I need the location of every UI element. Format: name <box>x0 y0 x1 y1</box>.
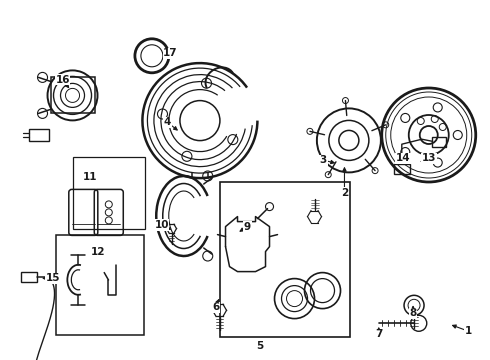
Text: 6: 6 <box>212 302 219 312</box>
Bar <box>29 129 49 141</box>
Text: 1: 1 <box>465 326 472 336</box>
Bar <box>73 157 145 229</box>
Text: 8: 8 <box>410 308 416 318</box>
Bar <box>56 235 145 335</box>
Text: 9: 9 <box>244 222 251 232</box>
Text: 2: 2 <box>341 188 348 198</box>
Bar <box>220 181 349 337</box>
Bar <box>394 164 410 174</box>
Text: 14: 14 <box>395 153 410 163</box>
Text: 10: 10 <box>154 220 169 230</box>
Text: 5: 5 <box>256 341 263 351</box>
Text: 7: 7 <box>375 329 383 339</box>
Text: 11: 11 <box>82 172 97 182</box>
Text: 15: 15 <box>46 273 60 283</box>
Text: 3: 3 <box>320 155 327 165</box>
Text: 16: 16 <box>55 75 70 85</box>
Bar <box>432 137 446 147</box>
Text: 13: 13 <box>421 153 436 163</box>
Text: 17: 17 <box>163 48 178 58</box>
Bar <box>22 272 37 282</box>
Text: 4: 4 <box>164 117 171 127</box>
Text: 12: 12 <box>91 247 105 257</box>
Bar <box>50 77 95 113</box>
